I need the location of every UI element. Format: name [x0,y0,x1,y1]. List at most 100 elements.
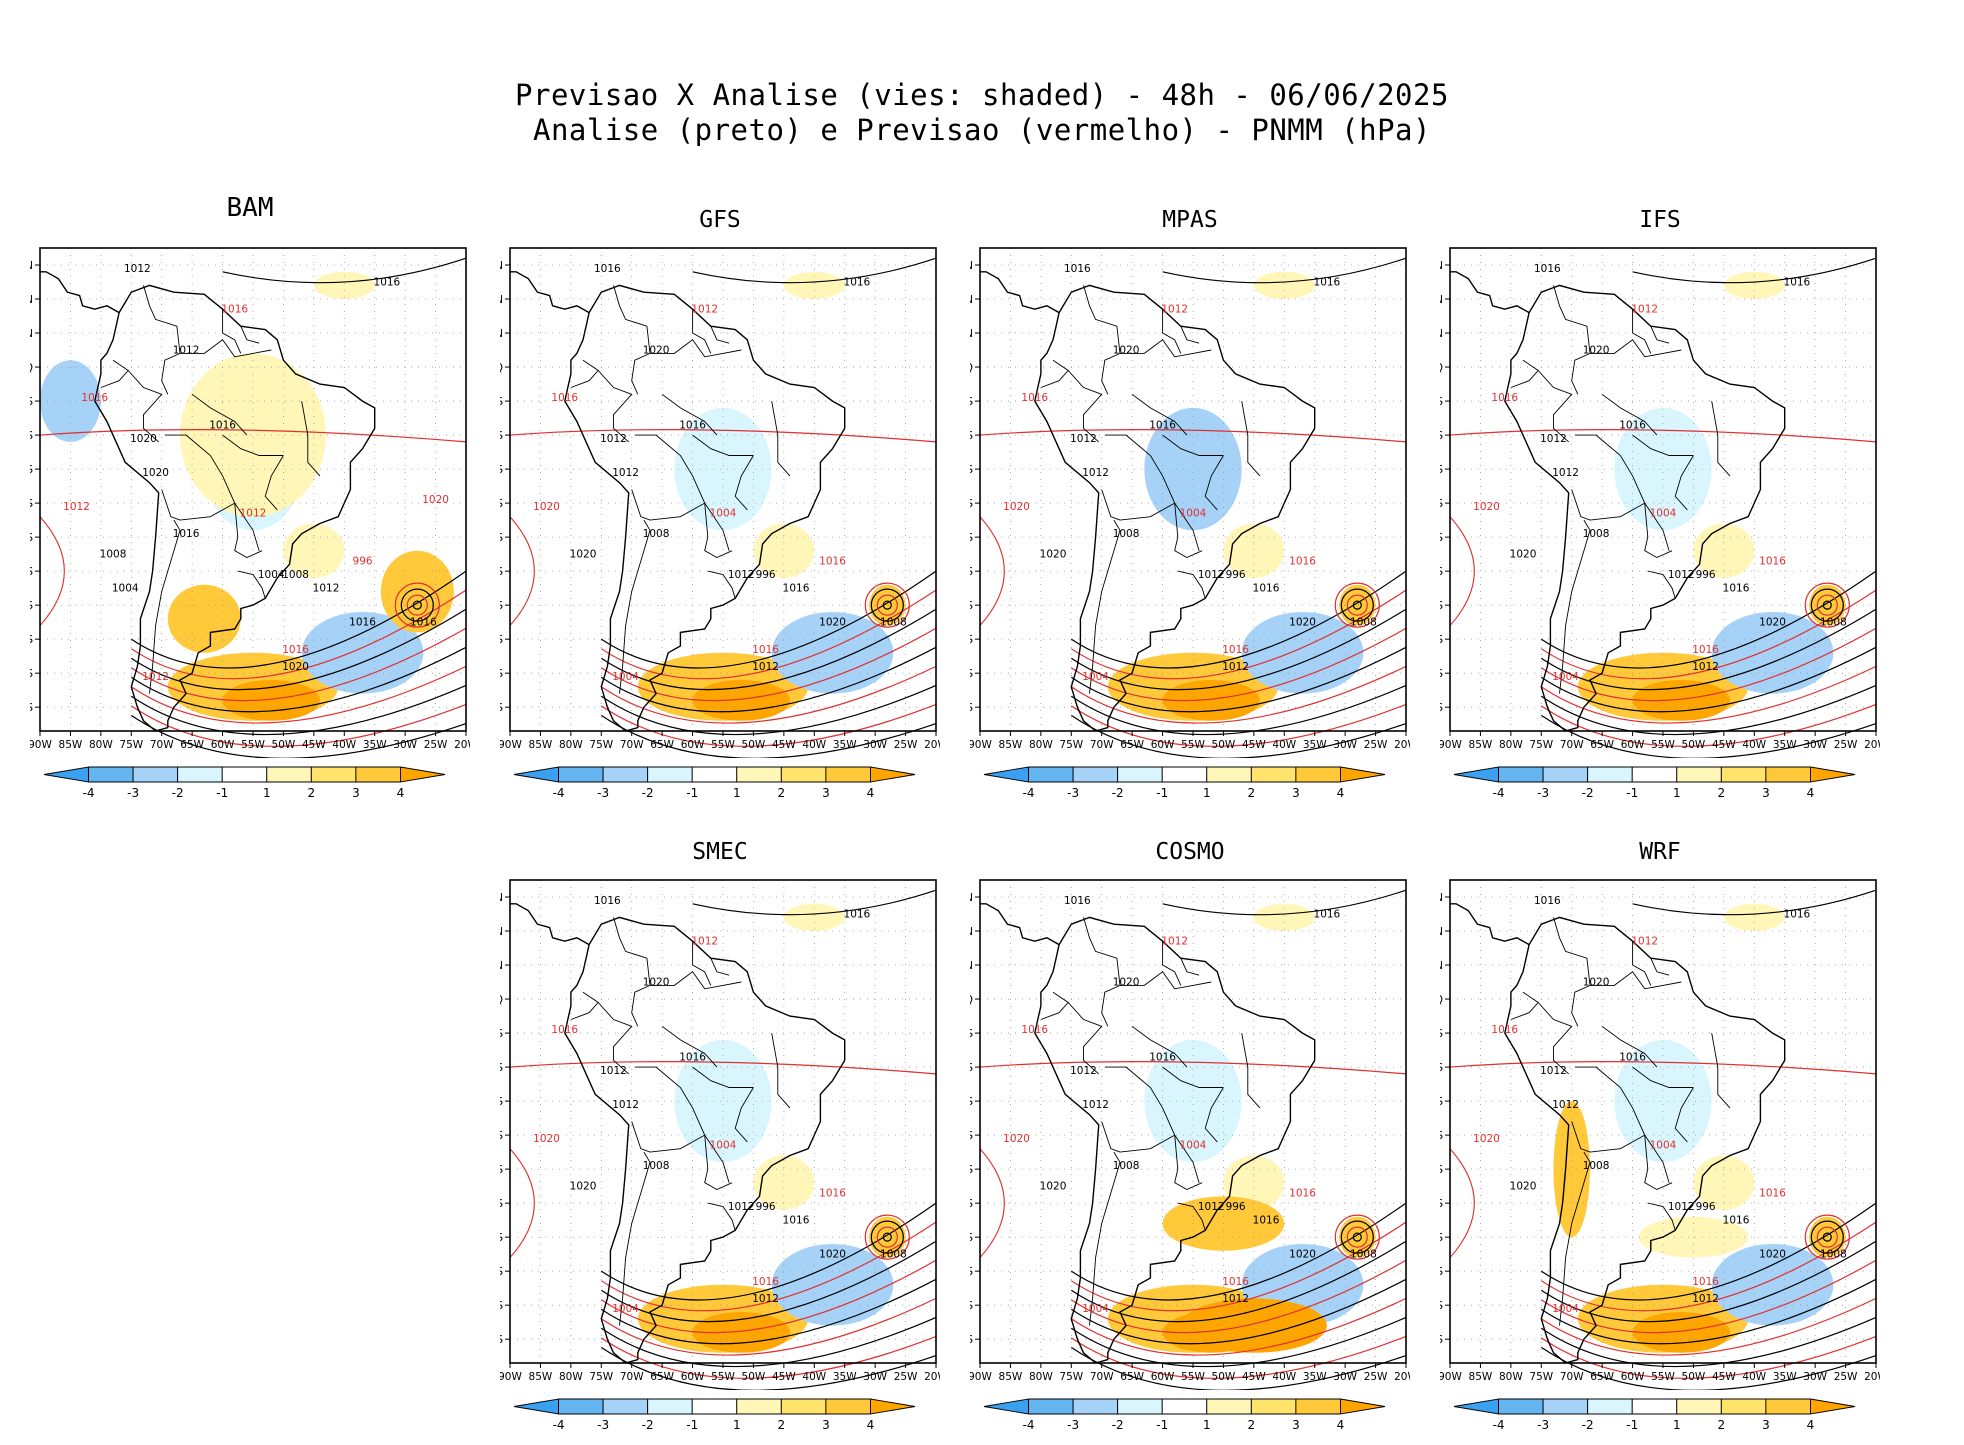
colorbar-bin [691,1398,738,1415]
bias-shading [1632,1311,1730,1353]
lon-tick-label: 75W [119,739,143,751]
country-border [1131,1025,1188,1068]
colorbar-bin [869,766,916,783]
isobar-label: 1020 [819,1249,846,1261]
isobar-label: 1016 [1692,644,1719,656]
colorbar-bin [825,766,871,783]
isobar-label: 1008 [100,549,127,561]
lon-tick-label: 25W [1364,739,1388,751]
lat-tick-label: 10S [500,430,503,442]
colorbar-tick-label: 1 [1203,786,1211,800]
colorbar-tick-label: 3 [1762,1418,1770,1432]
isobar-label: 1004 [112,583,139,595]
isobar-label: 1008 [1820,617,1847,629]
isobar-line [1162,889,1407,916]
lat-tick-label: 30S [970,1198,973,1210]
lat-tick-label: 40S [500,634,503,646]
isobar-line [1540,589,1877,680]
colorbar-tick-label: 2 [1718,1418,1726,1432]
country-border [661,393,718,436]
colorbar-tick-label: -2 [172,786,184,800]
lat-tick-label: 25S [1440,1164,1443,1176]
colorbar-bin [1295,766,1341,783]
bias-shading [40,360,101,442]
isobar-label: 1016 [221,304,248,316]
isobar-label: 1012 [1222,661,1249,673]
lat-tick-label: 40S [30,634,33,646]
isobar-label: 996 [1226,1201,1246,1213]
lat-tick-label: 15S [970,464,973,476]
isobar-label: 1012 [728,1201,755,1213]
country-border [631,1121,705,1153]
lat-tick-label: 15N [500,892,503,904]
lat-tick-label: 15S [500,1096,503,1108]
isobar-label: 1008 [1583,528,1610,540]
lat-tick-label: 50S [1440,1334,1443,1346]
country-border [1559,1151,1591,1326]
bias-shading [692,1311,790,1353]
country-border [619,519,651,694]
isobar-label: 1020 [1289,1249,1316,1261]
isobar-line [1070,1259,1407,1334]
country-border [707,1202,736,1231]
isobar-label: 1020 [1113,344,1140,356]
country-border [1083,285,1121,354]
lat-tick-label: 30S [500,1198,503,1210]
isobar-label: 1016 [1253,1215,1280,1227]
colorbar-bin [1676,766,1722,783]
lat-tick-label: 20S [1440,1130,1443,1142]
bias-shading [783,271,845,300]
country-border [570,991,599,1020]
isobar-line [600,714,937,758]
lat-tick-label: 10S [30,430,33,442]
isobar-label: 1020 [1040,549,1067,561]
isobar-label: 1016 [209,419,236,431]
isobar-label: 1016 [752,1276,779,1288]
colorbar-tick-label: -2 [642,1418,654,1432]
country-border [734,455,754,511]
isobar-label: 1016 [410,617,437,629]
country-border [597,370,633,443]
lon-tick-label: 50W [1212,739,1236,751]
isobar-label: 1004 [1180,1140,1207,1152]
country-border [634,1066,730,1183]
lon-tick-label: 30W [393,739,417,751]
lon-tick-label: 75W [589,739,613,751]
isobar-label: 1012 [612,1099,639,1111]
pressure-map: 1016 1012 1016 1020 1016 1012 1016 1020 1012 1008… [970,879,1410,1390]
colorbar: -4 -3 -2 -1 1 2 3 4 [1453,1398,1856,1432]
colorbar-bin [355,766,401,783]
isobar-line [600,1240,937,1323]
isobar-line [1070,1335,1407,1379]
isobar-line [1540,570,1877,669]
isobar-line [1540,1278,1877,1345]
isobar-line [600,589,937,680]
isobar-label: 996 [1226,569,1246,581]
isobar-line [692,889,937,916]
colorbar-bin [1161,766,1208,783]
panel-title: WRF [1639,839,1681,865]
country-border [1101,339,1212,395]
country-border [661,1025,718,1068]
isobar-label: 1012 [1540,433,1567,445]
colorbar-bin [825,1398,871,1415]
country-border [1177,570,1206,599]
lon-tick-label: 20W [454,739,470,751]
lon-tick-label: 75W [1529,1371,1553,1383]
lat-tick-label: 5S [1440,396,1443,408]
lon-tick-label: 45W [1242,739,1266,751]
isobar-line [600,1335,937,1379]
colorbar-bin [1676,1398,1722,1415]
colorbar-bin [1765,1398,1811,1415]
isobar-label: 1016 [1534,263,1561,275]
colorbar-bin [558,1398,604,1415]
pressure-map: 1016 1012 1016 1020 1016 1012 1016 1020 1012 1008… [500,247,940,758]
country-border [1574,1066,1670,1183]
isobar-line [1070,589,1407,680]
isobar-label: 1008 [1350,617,1377,629]
country-border [1632,1066,1694,1088]
isobar-label: 1016 [282,644,309,656]
isobar-label: 1012 [691,936,718,948]
south-america-coastline [1034,916,1316,1364]
isobar-label: 1012 [1161,936,1188,948]
